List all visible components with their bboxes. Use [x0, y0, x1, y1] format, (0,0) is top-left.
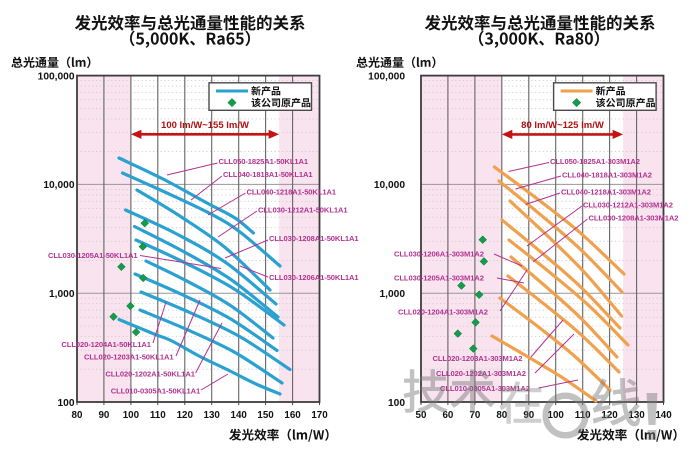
- svg-text:80: 80: [72, 410, 83, 421]
- svg-text:170: 170: [311, 410, 328, 421]
- svg-text:100,000: 100,000: [368, 71, 405, 82]
- svg-text:150: 150: [257, 410, 274, 421]
- svg-text:CLL040-1218A1-303M1A2: CLL040-1218A1-303M1A2: [561, 188, 651, 197]
- svg-text:80: 80: [496, 410, 507, 421]
- svg-text:130: 130: [204, 410, 221, 421]
- svg-text:100: 100: [388, 398, 405, 409]
- svg-text:CLL030-1212A1-303M1A2: CLL030-1212A1-303M1A2: [583, 201, 673, 210]
- svg-text:90: 90: [523, 410, 534, 421]
- svg-text:140: 140: [655, 410, 672, 421]
- svg-text:CLL050-1825A1-50KL1A1: CLL050-1825A1-50KL1A1: [219, 157, 309, 166]
- svg-text:CLL030-1205A1-50KL1A1: CLL030-1205A1-50KL1A1: [48, 251, 138, 260]
- svg-text:60: 60: [442, 410, 453, 421]
- svg-text:10,000: 10,000: [43, 180, 74, 191]
- svg-text:CLL030-1212A1-50KL1A1: CLL030-1212A1-50KL1A1: [258, 206, 348, 215]
- svg-text:160: 160: [284, 410, 301, 421]
- svg-text:CLL030-1208A1-50KL1A1: CLL030-1208A1-50KL1A1: [269, 234, 359, 243]
- svg-text:100,000: 100,000: [38, 71, 75, 82]
- svg-text:100: 100: [548, 410, 565, 421]
- svg-text:CLL020-1204A1-303M1A2: CLL020-1204A1-303M1A2: [398, 308, 488, 317]
- svg-text:CLL030-1205A1-303M1A2: CLL030-1205A1-303M1A2: [394, 274, 484, 283]
- svg-text:110: 110: [150, 410, 166, 421]
- svg-text:CLL040-1218A1-50KL1A1: CLL040-1218A1-50KL1A1: [247, 188, 337, 197]
- svg-text:100 lm/W~155 lm/W: 100 lm/W~155 lm/W: [161, 120, 249, 131]
- svg-text:80 lm/W~125 lm/W: 80 lm/W~125 lm/W: [521, 120, 604, 131]
- svg-text:120: 120: [601, 410, 618, 421]
- svg-text:1,000: 1,000: [49, 289, 75, 300]
- svg-text:70: 70: [469, 410, 480, 421]
- svg-text:140: 140: [231, 410, 248, 421]
- svg-text:50: 50: [416, 410, 427, 421]
- svg-text:CLL010-0305A1-50KL1A1: CLL010-0305A1-50KL1A1: [111, 387, 201, 396]
- svg-text:CLL040-1818A1-50KL1A1: CLL040-1818A1-50KL1A1: [223, 170, 313, 179]
- svg-text:CLL030-1206A1-50KL1A1: CLL030-1206A1-50KL1A1: [269, 273, 359, 282]
- svg-text:CLL010-0305A1-303M1A2: CLL010-0305A1-303M1A2: [440, 384, 530, 393]
- svg-text:130: 130: [628, 410, 645, 421]
- svg-text:90: 90: [98, 410, 109, 421]
- svg-text:CLL050-1825A1-303M1A2: CLL050-1825A1-303M1A2: [550, 157, 640, 166]
- svg-text:100: 100: [58, 398, 75, 409]
- svg-text:CLL040-1818A1-303M1A2: CLL040-1818A1-303M1A2: [562, 171, 652, 180]
- svg-text:10,000: 10,000: [374, 180, 405, 191]
- svg-text:CLL020-1204A1-50KL1A1: CLL020-1204A1-50KL1A1: [61, 340, 151, 349]
- svg-text:CLL030-1206A1-303M1A2: CLL030-1206A1-303M1A2: [394, 250, 484, 259]
- svg-text:120: 120: [177, 410, 194, 421]
- svg-text:1,000: 1,000: [380, 289, 406, 300]
- svg-text:CLL020-1202A1-50KL1A1: CLL020-1202A1-50KL1A1: [105, 370, 195, 379]
- svg-text:110: 110: [575, 410, 591, 421]
- svg-text:100: 100: [123, 410, 140, 421]
- svg-text:CLL020-1202A1-303M1A2: CLL020-1202A1-303M1A2: [436, 369, 526, 378]
- svg-text:CLL030-1208A1-303M1A2: CLL030-1208A1-303M1A2: [589, 214, 679, 223]
- svg-text:CLL020-1203A1-303M1A2: CLL020-1203A1-303M1A2: [433, 354, 523, 363]
- svg-text:CLL020-1203A1-50KL1A1: CLL020-1203A1-50KL1A1: [84, 353, 174, 362]
